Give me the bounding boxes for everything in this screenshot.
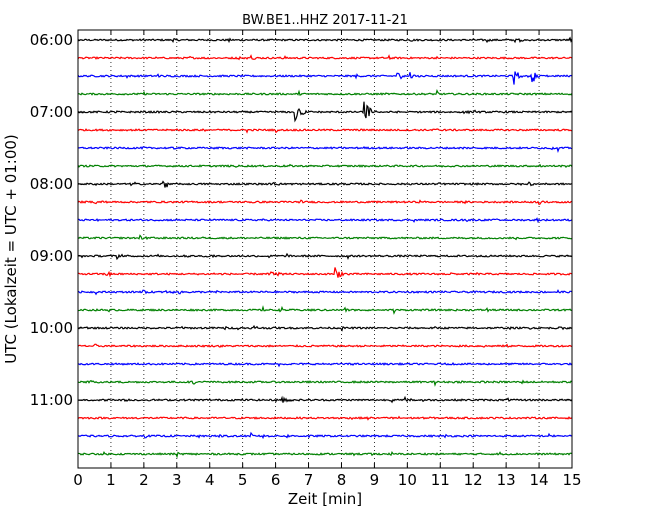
trace-0900 [77,252,573,261]
traces [77,36,573,459]
plot-frame [77,29,573,469]
x-tick-label: 2 [139,471,149,489]
trace-0745 [77,163,573,169]
trace-0615 [77,54,573,61]
trace-0630 [77,71,573,85]
x-tick-label: 1 [106,471,116,489]
x-tick-label: 11 [431,471,450,489]
trace-0600 [77,36,573,44]
x-axis-label: Zeit [min] [288,490,362,508]
x-tick-label: 8 [337,471,347,489]
trace-1030 [77,362,573,368]
x-tick-label: 15 [562,471,581,489]
y-tick-label: 07:00 [30,103,73,121]
x-tick-label: 5 [238,471,248,489]
trace-0915 [77,267,573,278]
x-tick-label: 3 [172,471,182,489]
trace-0645 [77,89,573,96]
chart-title: BW.BE1..HHZ 2017-11-21 [242,13,408,28]
x-tick-label: 13 [497,471,516,489]
trace-1130 [77,431,573,440]
trace-1015 [77,343,573,348]
trace-1145 [77,451,573,459]
trace-0815 [77,199,573,206]
x-tick-label: 12 [464,471,483,489]
trace-1100 [77,395,573,404]
trace-0930 [77,289,573,296]
trace-1045 [77,379,573,387]
x-tick-label: 14 [530,471,549,489]
trace-0715 [77,128,573,134]
trace-0800 [77,180,573,188]
x-tick-label: 4 [205,471,215,489]
trace-0945 [77,305,573,315]
x-axis-ticks: 0 1 2 3 4 5 6 7 8 9 10 11 12 13 14 15 [73,30,582,489]
x-tick-label: 6 [271,471,281,489]
x-tick-label: 0 [73,471,83,489]
y-tick-label: 08:00 [30,175,73,193]
x-tick-label: 9 [370,471,380,489]
y-axis-label: UTC (Lokalzeit = UTC + 01:00) [2,134,20,364]
trace-1115 [77,415,573,421]
trace-0830 [77,217,573,224]
y-tick-label: 11:00 [30,391,73,409]
grid [110,30,540,468]
trace-1000 [77,324,573,332]
trace-0845 [77,234,573,241]
y-tick-label: 09:00 [30,247,73,265]
y-tick-label: 10:00 [30,319,73,337]
x-tick-label: 7 [304,471,314,489]
trace-0730 [77,146,573,153]
x-tick-label: 10 [398,471,417,489]
trace-0700 [77,101,573,123]
y-axis-ticks: 06:00 07:00 08:00 09:00 10:00 11:00 [30,31,572,409]
y-tick-label: 06:00 [30,31,73,49]
